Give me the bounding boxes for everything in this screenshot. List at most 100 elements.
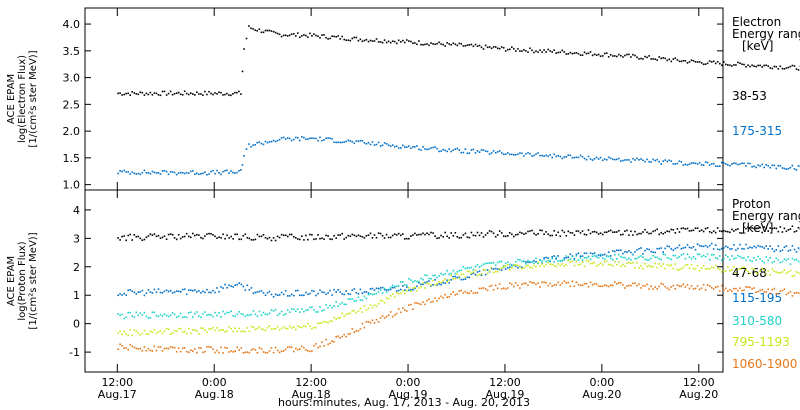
electron-point-38-53 bbox=[694, 61, 697, 63]
proton-point-310-580 bbox=[642, 256, 644, 258]
proton-point-310-580 bbox=[618, 253, 620, 256]
electron-point-38-53 bbox=[383, 39, 386, 41]
proton-point-47-68 bbox=[553, 230, 555, 232]
proton-point-1060-1900 bbox=[369, 321, 372, 324]
proton-point-47-68 bbox=[379, 232, 382, 235]
proton-point-1060-1900 bbox=[696, 285, 699, 287]
proton-point-47-68 bbox=[565, 235, 568, 237]
electron-point-175-315 bbox=[121, 170, 123, 173]
proton-point-310-580 bbox=[357, 296, 360, 299]
electron-point-38-53 bbox=[769, 67, 771, 69]
proton-point-115-195 bbox=[745, 243, 747, 246]
proton-point-115-195 bbox=[301, 294, 303, 297]
proton-point-795-1193 bbox=[480, 273, 483, 275]
proton-point-310-580 bbox=[208, 314, 210, 316]
proton-point-115-195 bbox=[434, 279, 436, 281]
electron-point-175-315 bbox=[256, 141, 258, 144]
proton-point-1060-1900 bbox=[321, 341, 323, 343]
proton-point-47-68 bbox=[307, 238, 309, 241]
proton-y-axis-label-line: ACE EPAM bbox=[6, 256, 17, 306]
proton-point-795-1193 bbox=[797, 272, 800, 274]
proton-point-47-68 bbox=[793, 231, 796, 233]
proton-point-310-580 bbox=[177, 315, 180, 317]
proton-point-1060-1900 bbox=[404, 309, 406, 311]
proton-point-47-68 bbox=[389, 236, 392, 239]
electron-point-38-53 bbox=[502, 47, 505, 49]
electron-point-38-53 bbox=[444, 45, 446, 47]
proton-point-47-68 bbox=[662, 233, 664, 235]
electron-point-38-53 bbox=[486, 46, 489, 49]
proton-point-795-1193 bbox=[704, 268, 707, 270]
electron-point-175-315 bbox=[208, 173, 210, 175]
electron-point-175-315 bbox=[620, 160, 622, 162]
electron-point-175-315 bbox=[533, 154, 535, 157]
proton-point-310-580 bbox=[410, 279, 412, 281]
proton-point-47-68 bbox=[509, 232, 511, 234]
proton-point-115-195 bbox=[476, 271, 479, 273]
proton-point-310-580 bbox=[206, 314, 208, 316]
proton-point-115-195 bbox=[173, 291, 176, 293]
proton-point-310-580 bbox=[260, 314, 263, 316]
electron-point-38-53 bbox=[779, 65, 782, 68]
proton-point-1060-1900 bbox=[381, 315, 384, 317]
electron-point-175-315 bbox=[765, 164, 767, 166]
proton-point-47-68 bbox=[127, 234, 129, 237]
electron-point-175-315 bbox=[155, 172, 158, 174]
proton-point-310-580 bbox=[404, 284, 406, 286]
proton-point-795-1193 bbox=[371, 306, 374, 309]
proton-point-47-68 bbox=[658, 233, 660, 236]
proton-point-47-68 bbox=[196, 233, 198, 236]
proton-point-47-68 bbox=[492, 232, 495, 235]
electron-point-38-53 bbox=[262, 31, 265, 34]
electron-point-38-53 bbox=[771, 67, 774, 70]
electron-point-175-315 bbox=[185, 171, 188, 174]
electron-point-175-315 bbox=[646, 158, 648, 161]
electron-point-175-315 bbox=[678, 160, 681, 162]
electron-point-38-53 bbox=[290, 33, 293, 35]
proton-point-1060-1900 bbox=[329, 342, 331, 344]
proton-point-115-195 bbox=[365, 291, 368, 293]
proton-point-1060-1900 bbox=[757, 290, 759, 293]
proton-point-795-1193 bbox=[496, 270, 499, 273]
proton-point-47-68 bbox=[416, 234, 418, 236]
proton-point-1060-1900 bbox=[264, 351, 267, 354]
proton-point-47-68 bbox=[690, 229, 693, 232]
proton-point-115-195 bbox=[773, 250, 776, 253]
electron-point-38-53 bbox=[696, 61, 699, 63]
proton-point-47-68 bbox=[712, 230, 715, 232]
proton-point-795-1193 bbox=[569, 261, 572, 263]
proton-point-310-580 bbox=[749, 259, 751, 262]
proton-point-310-580 bbox=[496, 261, 499, 264]
proton-point-310-580 bbox=[771, 261, 774, 264]
electron-point-38-53 bbox=[533, 51, 535, 54]
electron-point-38-53 bbox=[470, 43, 473, 46]
proton-point-310-580 bbox=[549, 259, 551, 262]
electron-point-38-53 bbox=[595, 54, 598, 56]
proton-point-1060-1900 bbox=[315, 343, 317, 345]
proton-point-795-1193 bbox=[630, 262, 632, 264]
proton-point-795-1193 bbox=[664, 267, 666, 270]
electron-point-38-53 bbox=[698, 61, 701, 63]
proton-point-310-580 bbox=[341, 301, 343, 304]
electron-point-175-315 bbox=[721, 161, 723, 164]
proton-point-795-1193 bbox=[133, 329, 136, 331]
proton-point-1060-1900 bbox=[486, 289, 489, 292]
proton-point-47-68 bbox=[543, 233, 545, 235]
proton-point-47-68 bbox=[731, 228, 733, 231]
proton-point-47-68 bbox=[383, 237, 386, 239]
electron-point-38-53 bbox=[236, 91, 238, 94]
proton-point-115-195 bbox=[583, 252, 586, 254]
proton-point-795-1193 bbox=[725, 270, 727, 272]
proton-point-47-68 bbox=[436, 237, 438, 240]
proton-point-47-68 bbox=[216, 237, 218, 239]
proton-point-115-195 bbox=[349, 293, 352, 296]
proton-point-795-1193 bbox=[345, 313, 347, 316]
electron-y-tick-label: 2.5 bbox=[63, 98, 81, 111]
proton-point-47-68 bbox=[129, 233, 131, 236]
proton-point-115-195 bbox=[670, 248, 673, 250]
proton-point-115-195 bbox=[248, 289, 251, 291]
proton-point-310-580 bbox=[387, 288, 390, 291]
electron-point-175-315 bbox=[137, 172, 140, 175]
proton-point-115-195 bbox=[212, 289, 214, 292]
electron-point-175-315 bbox=[408, 145, 410, 147]
